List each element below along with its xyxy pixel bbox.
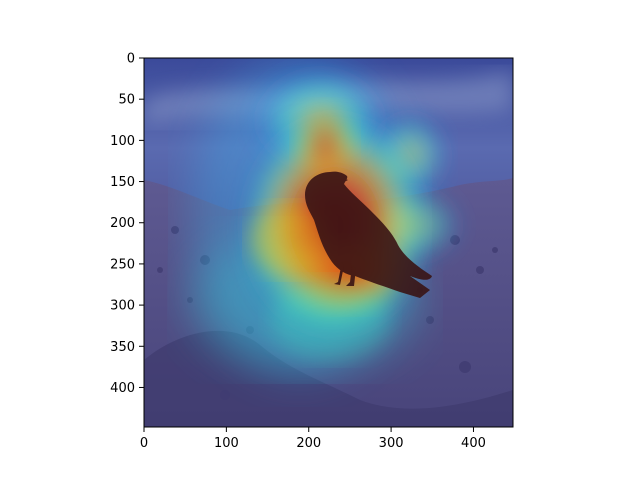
axes-frame: [143, 57, 514, 428]
y-tick-label: 300: [110, 299, 135, 314]
y-tick-label: 250: [110, 257, 135, 272]
y-tick-label: 50: [118, 93, 135, 108]
plot-area: [144, 58, 513, 427]
y-tick-label: 400: [110, 381, 135, 396]
x-tick-label: 0: [140, 436, 148, 451]
crow-silhouette: [305, 171, 432, 298]
x-tick-label: 400: [461, 436, 486, 451]
x-tick-label: 200: [296, 436, 321, 451]
x-axis: 0 100 200 300 400: [140, 427, 486, 451]
y-tick-label: 0: [127, 52, 135, 67]
y-tick-label: 200: [110, 216, 135, 231]
x-tick-label: 100: [214, 436, 239, 451]
y-tick-label: 150: [110, 175, 135, 190]
y-tick-label: 350: [110, 340, 135, 355]
y-axis: 0 50 100 150 200 250 300 350 400: [110, 52, 144, 396]
x-tick-label: 300: [379, 436, 404, 451]
y-tick-label: 100: [110, 134, 135, 149]
